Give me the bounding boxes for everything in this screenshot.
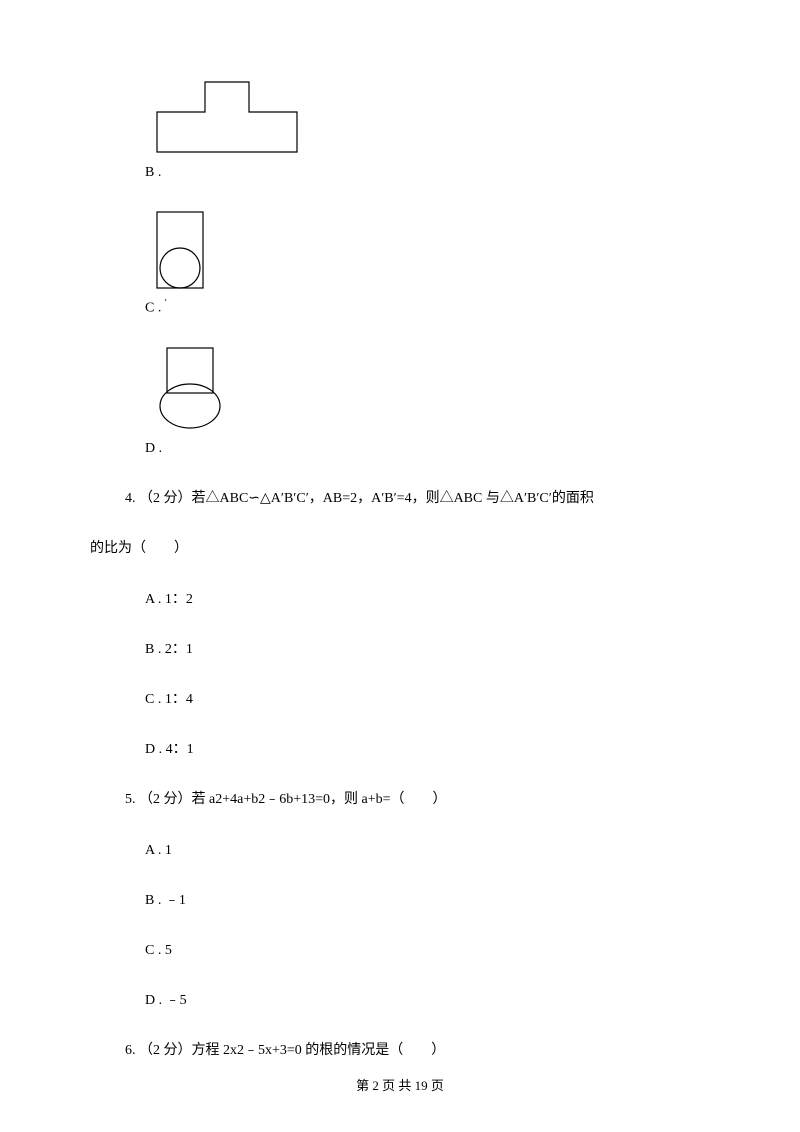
q4-option-c: C . 1：4: [145, 687, 710, 712]
q5-option-a: A . 1: [145, 838, 710, 863]
figure-option-b: [155, 80, 710, 155]
q4-option-b: B . 2：1: [145, 637, 710, 662]
q4-option-a: A . 1：2: [145, 587, 710, 612]
q5-option-b: B . ﹣1: [145, 888, 710, 913]
figure-option-c: [155, 210, 710, 290]
option-b-label: B .: [145, 160, 710, 185]
question-4-cont: 的比为（ ）: [90, 536, 710, 561]
question-4-text: 4. （2 分）若△ABC∽△A′B′C′，AB=2，A′B′=4，则△ABC …: [125, 486, 710, 511]
rect-circle-svg: [155, 210, 205, 290]
t-shape-svg: [155, 80, 300, 155]
q5-option-c: C . 5: [145, 938, 710, 963]
question-6-text: 6. （2 分）方程 2x2﹣5x+3=0 的根的情况是（ ）: [125, 1038, 710, 1063]
rect-ellipse-svg: [155, 346, 225, 431]
option-c-text: C .: [145, 301, 161, 316]
question-5-text: 5. （2 分）若 a2+4a+b2﹣6b+13=0，则 a+b=（ ）: [125, 787, 710, 812]
option-d-label: D .: [145, 436, 710, 461]
page-footer: 第 2 页 共 19 页: [0, 1074, 800, 1097]
option-c-label: C . ': [145, 295, 710, 321]
q5-option-d: D . ﹣5: [145, 988, 710, 1013]
figure-option-d: [155, 346, 710, 431]
q4-option-d: D . 4：1: [145, 737, 710, 762]
